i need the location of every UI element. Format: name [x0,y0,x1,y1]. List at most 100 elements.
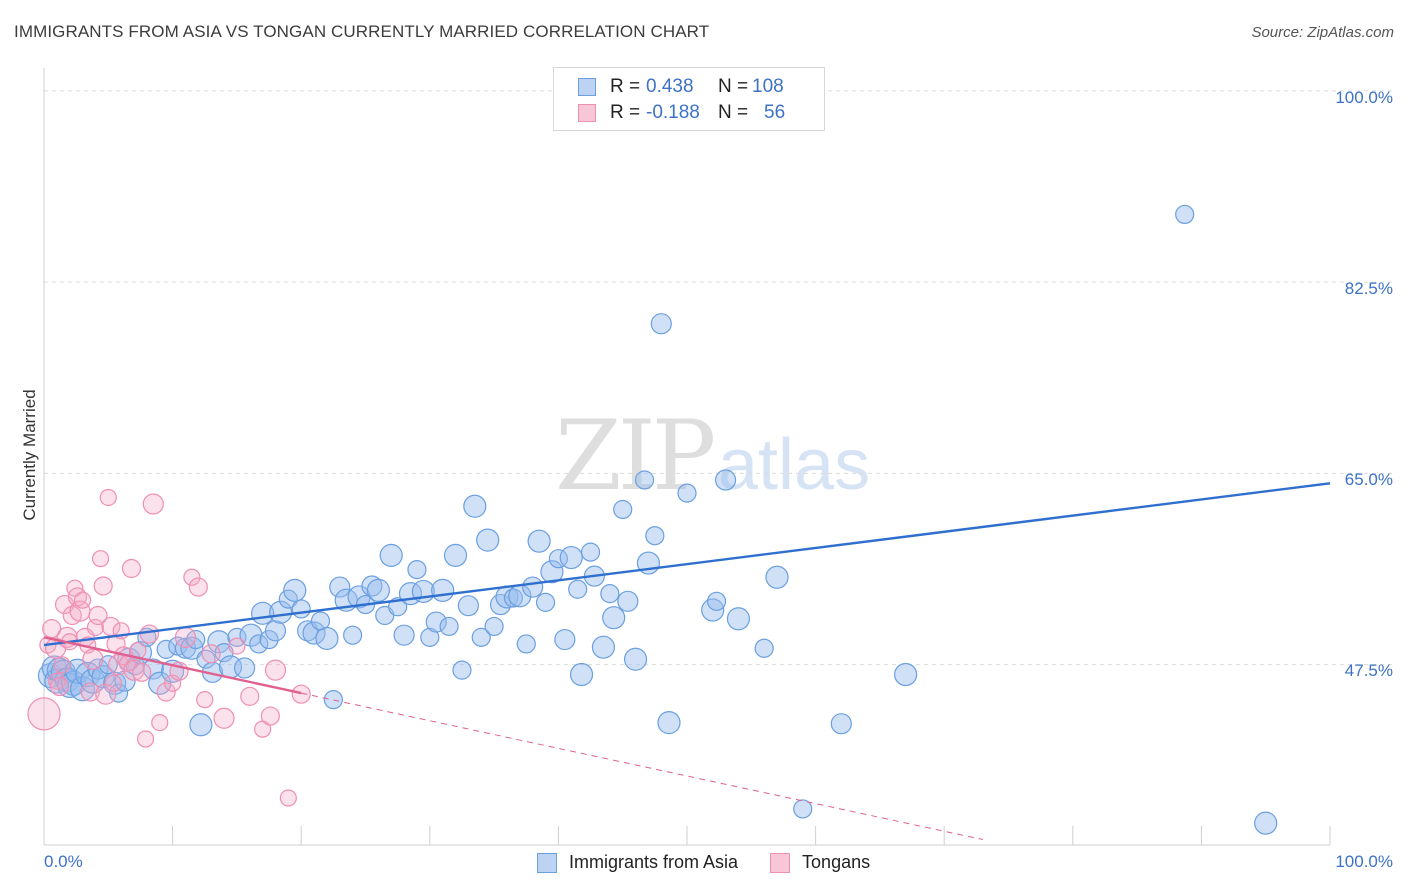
asia-point [329,576,351,598]
asia-point [420,627,440,647]
legend-row-tongans: R = -0.188 N = 56 [578,101,785,125]
legend-r-key: R = [610,102,641,123]
legend-label-tongans: Tongans [802,852,871,872]
tongans-point [174,626,197,648]
asia-swatch [578,78,596,96]
tongans-trend-extension [301,692,983,841]
asia-point [540,560,564,584]
asia-point [148,671,172,695]
asia-point [623,647,648,671]
y-tick-82-5: 82.5% [1344,279,1393,298]
legend-n-key: N = [718,102,749,123]
y-tick-47-5: 47.5% [1344,661,1393,680]
tongans-point [73,591,92,609]
tongans-point [27,697,61,731]
asia-point [189,713,213,737]
asia-point [726,607,751,631]
tongans-point [188,577,208,597]
asia-legend-swatch [537,852,557,873]
asia-point [706,591,727,611]
asia-point [559,545,583,570]
asia-point [650,313,672,335]
asia-point [393,624,415,646]
tongans-point [260,706,280,726]
asia-point [645,526,665,546]
tongans-point [132,662,152,682]
asia-point [634,470,655,490]
tongans-point [291,684,311,704]
asia-point [516,634,536,654]
tongans-point [240,686,260,706]
asia-point [535,592,556,612]
asia-point [302,621,326,645]
asia-point [617,590,639,612]
asia-point [452,660,472,680]
asia-point [600,584,620,604]
legend-n-key: N = [718,76,749,97]
asia-point [591,635,616,659]
asia-point [613,499,633,520]
watermark-zip: ZIP [555,400,716,512]
tongans-point [151,713,169,732]
asia-point [366,578,390,602]
asia-point [407,559,427,580]
asia-point [484,616,504,637]
x-tick-100: 100.0% [1335,852,1393,871]
asia-point [379,543,403,567]
watermark-atlas: atlas [718,425,871,505]
asia-point [259,629,279,650]
asia-point [323,690,343,710]
legend-row-asia: R = 0.438 N = 108 [578,75,784,99]
tongans-point [123,659,145,681]
asia-point [234,657,256,679]
asia-point [443,543,468,567]
asia-point [1254,811,1278,835]
tongans-legend-swatch [770,852,791,873]
asia-point [343,625,363,645]
asia-point [439,616,459,637]
asia-point [714,469,737,491]
tongans-point [42,619,62,639]
legend-item-asia: Immigrants from Asia [537,852,738,873]
asia-point [283,578,307,602]
tongans-point [93,576,113,596]
legend-item-tongans: Tongans [770,852,870,873]
tongans-point [142,493,164,515]
tongans-point [88,605,108,626]
tongans-point [86,618,105,637]
tongans-point [82,648,104,670]
tongans-point [164,674,182,692]
asia-point [830,713,852,735]
asia-point [527,529,551,553]
tongans-point [53,656,71,674]
asia-point [249,634,269,654]
asia-point [765,565,789,589]
asia-point [602,606,626,630]
asia-point [677,483,697,503]
asia-point [425,611,447,633]
asia-point [754,638,774,658]
tongans-point [279,789,297,807]
asia-point [291,599,311,619]
asia-point [580,542,601,562]
asia-point [142,658,164,680]
asia-point [793,799,813,819]
legend-r-tongans: -0.188 [646,102,700,123]
legend-r-asia: 0.438 [646,76,694,97]
tongans-point [183,568,201,586]
chart-title: IMMIGRANTS FROM ASIA VS TONGAN CURRENTLY… [14,22,710,41]
asia-point [471,627,491,647]
tongans-swatch [578,104,596,122]
stats-legend: R = 0.438 N = 108 R = -0.188 N = 56 [553,67,825,131]
tongans-point [99,488,117,507]
legend-r-key: R = [610,76,641,97]
tongans-point [80,682,100,702]
asia-point [569,662,594,687]
tongans-point [213,707,235,729]
chart-source: Source: ZipAtlas.com [1251,24,1394,41]
asia-point [463,494,487,518]
tongans-point [49,676,70,697]
asia-point [315,626,339,651]
asia-point [476,528,500,552]
asia-point [269,600,293,624]
